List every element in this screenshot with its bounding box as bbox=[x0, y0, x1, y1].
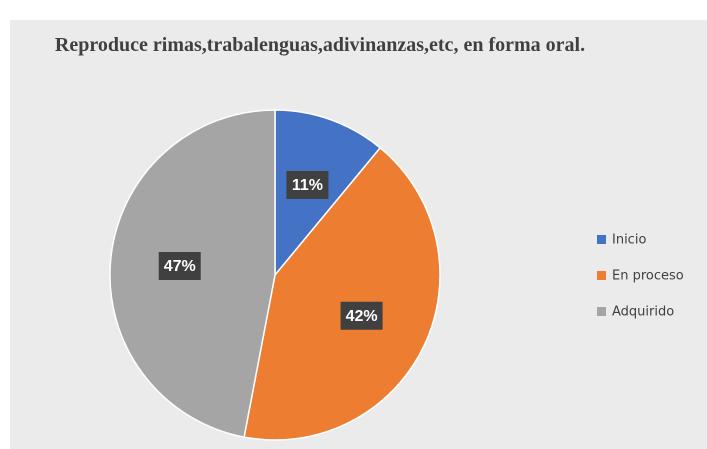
legend-label: Adquirido bbox=[612, 305, 674, 320]
data-label: 47% bbox=[164, 258, 196, 275]
data-label-box bbox=[340, 301, 383, 330]
legend-swatch bbox=[597, 271, 606, 280]
legend-swatch bbox=[597, 235, 606, 244]
legend-swatch bbox=[597, 307, 606, 316]
legend-label: En proceso bbox=[612, 269, 684, 284]
legend-label: Inicio bbox=[612, 233, 646, 248]
data-label: 11% bbox=[292, 177, 323, 194]
data-label-box bbox=[158, 251, 201, 280]
data-label: 42% bbox=[346, 308, 378, 325]
pie-slice bbox=[243, 146, 441, 441]
chart-title: Reproduce rimas,trabalenguas,adivinanzas… bbox=[54, 34, 586, 56]
data-label-box bbox=[286, 170, 329, 199]
